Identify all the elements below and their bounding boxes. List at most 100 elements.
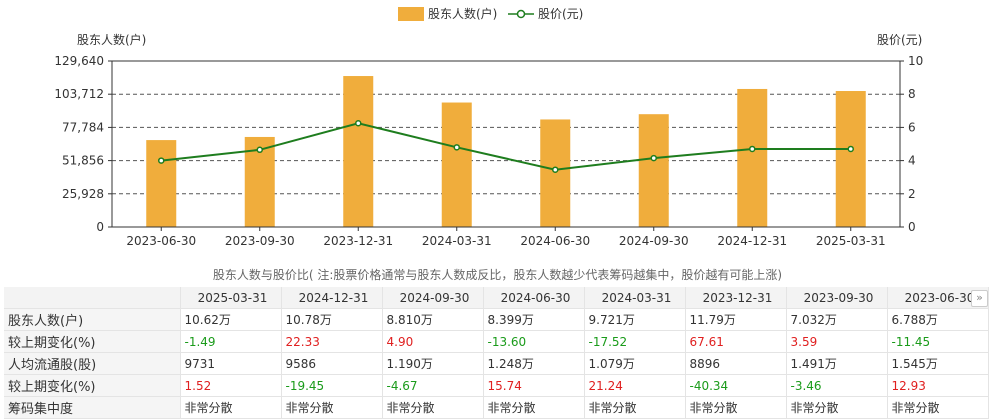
price-line [161, 122, 851, 171]
table-cell: 1.079万 [584, 352, 686, 375]
price-point[interactable] [650, 154, 657, 162]
y-right-tick-label: 10 [908, 54, 923, 68]
price-point[interactable] [847, 145, 854, 153]
table-cell: 1.190万 [382, 352, 484, 375]
table-cell: 非常分散 [685, 396, 787, 419]
legend-line-marker [516, 9, 526, 19]
y-right-tick-label: 0 [908, 220, 916, 234]
bar[interactable] [638, 114, 669, 227]
price-point[interactable] [552, 166, 559, 173]
table-cell: 1.248万 [483, 352, 585, 375]
price-point[interactable] [749, 145, 756, 153]
plot-frame [111, 60, 901, 228]
x-axis-ticks: 2023-06-30 2023-09-30 2023-12-31 2024-03-31… [126, 227, 886, 248]
price-line-series [158, 120, 854, 173]
y-right-tick-label: 2 [908, 187, 916, 201]
x-tick-label: 2024-03-31 [422, 234, 492, 248]
table-row-label: 筹码集中度 [4, 396, 181, 419]
table-cell: 1.545万 [887, 352, 989, 375]
y-axis-right-ticks: 0 2 4 6 8 10 [900, 54, 923, 234]
table-cell: 非常分散 [786, 396, 888, 419]
y-left-tick-label: 0 [96, 220, 104, 234]
y-axis-right-title: 股价(元) [877, 33, 922, 47]
table-header-cell: 2024-06-30 [483, 287, 585, 309]
y-left-tick-label: 51,856 [62, 154, 104, 168]
table-cell: -3.46 [786, 374, 888, 397]
y-left-tick-label: 77,784 [62, 120, 104, 134]
table-row-label: 较上期变化(%) [4, 330, 181, 353]
bar-series [146, 76, 866, 227]
bar[interactable] [146, 140, 177, 227]
x-tick-label: 2023-06-30 [126, 234, 196, 248]
table-row-label: 较上期变化(%) [4, 374, 181, 397]
x-tick-label: 2023-12-31 [323, 234, 393, 248]
chart-legend[interactable]: 股东人数(户) 股价(元) [398, 6, 583, 21]
table-cell: 21.24 [584, 374, 686, 397]
y-axis-left-title: 股东人数(户) [77, 32, 146, 47]
table-row: 较上期变化(%) -1.49 22.33 4.90 -13.60 -17.52 67.61 3… [4, 330, 989, 353]
table-cell: 67.61 [685, 330, 787, 353]
table-row: 筹码集中度 非常分散 非常分散 非常分散 非常分散 非常分散 非常分散 非常分散 非常分散 [4, 396, 989, 419]
legend-bar-label: 股东人数(户) [428, 6, 497, 21]
table-cell: -11.45 [887, 330, 989, 353]
table-cell: 8896 [685, 352, 787, 375]
table-cell: 非常分散 [584, 396, 686, 419]
y-right-tick-label: 6 [908, 120, 916, 134]
y-right-tick-label: 4 [908, 154, 916, 168]
y-left-tick-label: 129,640 [54, 54, 104, 68]
chart-caption: 股东人数与股价比( 注:股票价格通常与股东人数成反比，股东人数越少代表筹码越集中… [212, 268, 783, 282]
table-header-cell: 2023-06-30 [887, 287, 989, 309]
table-cell: -4.67 [382, 374, 484, 397]
bar[interactable] [737, 88, 768, 227]
price-point[interactable] [355, 120, 362, 127]
table-header-cell: 2023-09-30 [786, 287, 888, 309]
table-scroll-right-icon[interactable]: » [971, 290, 988, 307]
table-cell: 10.62万 [180, 308, 282, 331]
bar[interactable] [441, 102, 472, 227]
table-cell: 11.79万 [685, 308, 787, 331]
price-point[interactable] [158, 157, 165, 164]
grid-lines [112, 93, 900, 195]
bar[interactable] [835, 91, 866, 227]
table-cell: 22.33 [281, 330, 383, 353]
x-tick-label: 2024-12-31 [717, 234, 787, 248]
x-tick-label: 2024-09-30 [619, 234, 689, 248]
table-cell: 9586 [281, 352, 383, 375]
table-cell: -19.45 [281, 374, 383, 397]
table-row: 较上期变化(%) 1.52 -19.45 -4.67 15.74 21.24 -40.34-… [4, 374, 989, 397]
table-header-cell: 2024-09-30 [382, 287, 484, 309]
table-cell: 非常分散 [281, 396, 383, 419]
table-cell: 8.810万 [382, 308, 484, 331]
price-point[interactable] [453, 144, 460, 151]
table-row-label: 股东人数(户) [4, 308, 181, 331]
y-left-tick-label: 103,712 [54, 87, 104, 101]
table-cell: 4.90 [382, 330, 484, 353]
table-cell: 非常分散 [382, 396, 484, 419]
table-cell: 9.721万 [584, 308, 686, 331]
table-header-cell: 2025-03-31 [180, 287, 282, 309]
legend-line-label: 股价(元) [538, 7, 583, 21]
table-header-cell: 2023-12-31 [685, 287, 787, 309]
x-tick-label: 2024-06-30 [520, 234, 590, 248]
y-left-tick-label: 25,928 [62, 187, 104, 201]
shareholder-table: 2025-03-31 2024-12-31 2024-09-30 2024-06… [4, 287, 989, 419]
table-header-row: 2025-03-31 2024-12-31 2024-09-30 2024-06… [4, 287, 989, 309]
table-cell: 7.032万 [786, 308, 888, 331]
table-row: 股东人数(户) 10.62万 10.78万 8.810万 8.399万 9.721万 11.… [4, 308, 989, 331]
y-axis-left-ticks: 0 25,928 51,856 77,784 103,712 129,640 [54, 54, 112, 234]
table-cell: 10.78万 [281, 308, 383, 331]
table-header-cell: 2024-03-31 [584, 287, 686, 309]
table-cell: 9731 [180, 352, 282, 375]
table-header-corner [4, 287, 181, 309]
bar[interactable] [343, 76, 374, 227]
legend-bar-swatch [398, 7, 424, 21]
table-cell: 非常分散 [180, 396, 282, 419]
table-cell: -13.60 [483, 330, 585, 353]
table-cell: 6.788万 [887, 308, 989, 331]
x-tick-label: 2023-09-30 [225, 234, 295, 248]
table-cell: 15.74 [483, 374, 585, 397]
y-right-tick-label: 8 [908, 87, 916, 101]
bar[interactable] [540, 119, 571, 227]
table-header-cell: 2024-12-31 [281, 287, 383, 309]
price-point[interactable] [256, 146, 263, 154]
